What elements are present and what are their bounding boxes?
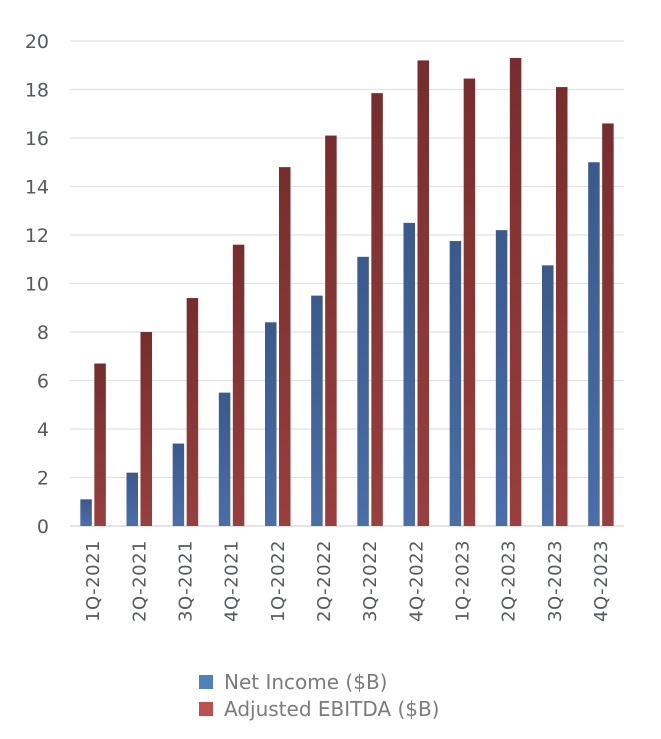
legend-swatch-net-income [199,674,213,689]
y-tick-label: 2 [37,468,49,490]
bar-adjusted-ebitda[interactable] [417,60,430,527]
bar-net-income[interactable] [265,322,277,526]
bar-net-income[interactable] [311,295,323,526]
bars [80,57,614,527]
x-tick-label: 2Q-2023 [499,540,520,622]
bar-net-income[interactable] [172,443,185,526]
bar-adjusted-ebitda[interactable] [186,298,199,526]
y-tick-label: 14 [25,177,49,199]
legend: Net Income ($B) Adjusted EBITDA ($B) [199,668,440,722]
bar-adjusted-ebitda[interactable] [556,87,568,526]
y-tick-label: 12 [25,225,49,247]
y-tick-label: 20 [25,31,49,53]
y-tick-label: 4 [37,419,49,441]
bar-adjusted-ebitda[interactable] [371,93,383,526]
x-tick-label: 3Q-2023 [545,540,566,622]
bar-net-income[interactable] [403,222,416,526]
bar-adjusted-ebitda[interactable] [94,363,106,526]
x-tick-label: 4Q-2021 [222,540,243,622]
x-tick-label: 3Q-2021 [175,540,196,622]
bar-adjusted-ebitda[interactable] [279,167,291,526]
bar-adjusted-ebitda[interactable] [509,57,522,526]
y-tick-label: 6 [37,371,49,393]
bar-net-income[interactable] [588,162,600,526]
bar-net-income[interactable] [80,499,92,526]
x-tick-label: 1Q-2021 [83,540,104,622]
legend-label-net-income: Net Income ($B) [224,669,388,694]
bar-adjusted-ebitda[interactable] [602,123,614,526]
bar-chart: 0 2 4 6 8 10 12 14 16 18 20 1Q-2021 2Q-2021 3Q-2021 4… [25,31,624,622]
x-tick-label: 1Q-2023 [452,540,473,622]
legend-item-adjusted-ebitda[interactable]: Adjusted EBITDA ($B) [199,695,440,722]
y-tick-label: 10 [25,274,49,296]
legend-item-net-income[interactable]: Net Income ($B) [199,668,440,695]
x-tick-label: 2Q-2021 [129,540,150,622]
y-axis-ticks: 0 2 4 6 8 10 12 14 16 18 20 [25,31,49,538]
bar-net-income[interactable] [542,265,554,526]
y-tick-label: 18 [25,80,49,102]
bar-net-income[interactable] [449,241,462,526]
bar-net-income[interactable] [126,472,139,526]
bar-net-income[interactable] [357,256,369,526]
legend-swatch-adjusted-ebitda [199,701,213,716]
x-tick-label: 1Q-2022 [268,540,289,622]
bar-adjusted-ebitda[interactable] [463,78,476,527]
x-axis-ticks: 1Q-2021 2Q-2021 3Q-2021 4Q-2021 1Q-2022 2Q-20… [83,540,612,622]
y-tick-label: 16 [25,128,49,150]
bar-net-income[interactable] [218,392,231,526]
x-tick-label: 4Q-2022 [406,540,427,622]
bar-adjusted-ebitda[interactable] [140,332,153,526]
bar-net-income[interactable] [495,230,508,526]
y-tick-label: 8 [37,322,49,344]
bar-adjusted-ebitda[interactable] [325,135,337,526]
x-tick-label: 3Q-2022 [360,540,381,622]
bar-adjusted-ebitda[interactable] [232,244,245,526]
y-tick-label: 0 [37,516,49,538]
legend-label-adjusted-ebitda: Adjusted EBITDA ($B) [224,696,440,721]
x-tick-label: 2Q-2022 [314,540,335,622]
gridlines [70,40,624,527]
x-tick-label: 4Q-2023 [591,540,612,622]
